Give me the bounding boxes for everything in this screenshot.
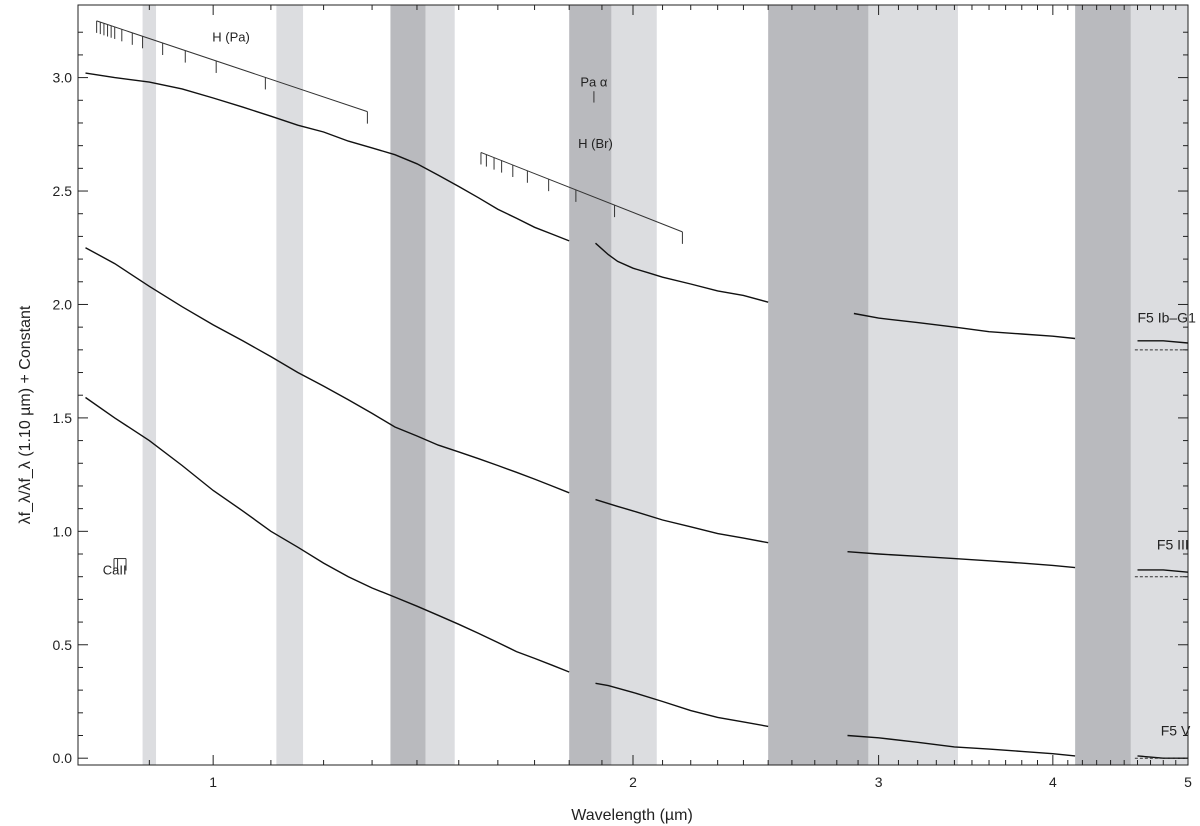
spectrum-0-segment-2 xyxy=(853,312,1076,340)
y-tick-label-6: 3.0 xyxy=(53,70,73,86)
shaded-band-6 xyxy=(768,5,869,765)
spectrum-2-segment-1 xyxy=(595,682,769,728)
spectrum-1-segment-0 xyxy=(85,247,570,494)
x-ticks: 1 2 3 4 5 xyxy=(77,5,1192,790)
series-label-2: F5 V xyxy=(1161,723,1191,739)
shaded-band-4 xyxy=(569,5,612,765)
x-tick-label-1: 2 xyxy=(629,774,637,790)
series-label-0: F5 Ib–G1 Ib xyxy=(1137,310,1200,326)
marker-line-0 xyxy=(96,20,368,113)
y-tick-label-0: 0.0 xyxy=(53,750,73,766)
x-tick-label-3: 4 xyxy=(1049,774,1057,790)
y-ticks: 0.0 0.5 1.0 1.5 2.0 2.5 3.0 xyxy=(53,31,1188,766)
y-axis-label: λf_λ/λf_λ (1.10 µm) + Constant xyxy=(17,305,34,524)
y-tick-label-1: 0.5 xyxy=(53,637,73,653)
shaded-band-9 xyxy=(1130,5,1188,765)
telluric-bands xyxy=(142,5,1188,765)
spectrum-2-segment-3 xyxy=(1137,755,1188,759)
x-tick-label-4: 5 xyxy=(1184,774,1192,790)
spectrum-0-segment-0 xyxy=(85,72,570,242)
shaded-band-2 xyxy=(390,5,426,765)
marker-label-3: CaII xyxy=(103,562,127,577)
series-label-1: F5 III xyxy=(1157,536,1189,552)
shaded-band-5 xyxy=(611,5,657,765)
spectra-series: F5 Ib–G1 Ib F5 III F5 V xyxy=(85,72,1200,759)
line-markers: H (Pa) H (Br) Pa α CaII xyxy=(96,20,683,577)
spectrum-2-segment-2 xyxy=(847,734,1076,757)
x-tick-label-2: 3 xyxy=(875,774,883,790)
shaded-band-7 xyxy=(868,5,958,765)
marker-line-1 xyxy=(480,151,683,233)
shaded-band-0 xyxy=(142,5,157,765)
shaded-band-8 xyxy=(1075,5,1131,765)
shaded-band-3 xyxy=(425,5,455,765)
shaded-band-1 xyxy=(276,5,304,765)
y-tick-label-3: 1.5 xyxy=(53,410,73,426)
spectrum-0-segment-3 xyxy=(1137,340,1189,344)
spectrum-1-segment-3 xyxy=(1137,569,1189,573)
spectrum-1-segment-1 xyxy=(595,498,769,544)
y-tick-label-5: 2.5 xyxy=(53,183,73,199)
marker-label-0: H (Pa) xyxy=(212,29,250,44)
x-axis-label: Wavelength (µm) xyxy=(571,807,693,824)
spectrum-2-segment-0 xyxy=(85,396,570,673)
y-tick-label-2: 1.0 xyxy=(53,523,73,539)
spectrum-0-segment-1 xyxy=(595,242,769,303)
y-tick-label-4: 2.0 xyxy=(53,296,73,312)
x-tick-label-0: 1 xyxy=(209,774,217,790)
marker-label-1: H (Br) xyxy=(578,136,613,151)
marker-label-2: Pa α xyxy=(580,75,608,90)
spectrum-1-segment-2 xyxy=(847,551,1076,569)
